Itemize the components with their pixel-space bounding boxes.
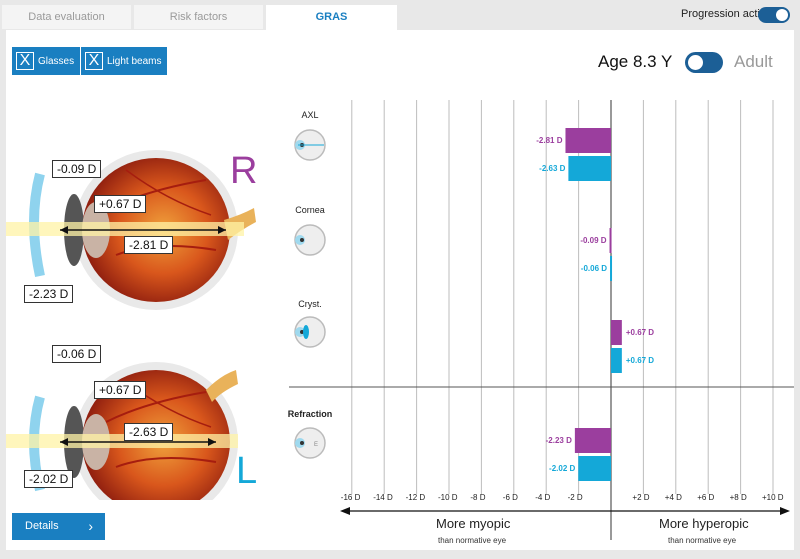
row-label: Cornea [295, 205, 325, 215]
pupil-icon [300, 441, 304, 445]
tab-risk-factors[interactable]: Risk factors [134, 5, 263, 29]
progression-toggle[interactable] [758, 7, 790, 23]
x-tick-label: -10 D [438, 493, 458, 502]
checkbox-icon: X [85, 52, 103, 70]
bar-r [609, 228, 612, 253]
lens-icon [303, 325, 309, 339]
hyperopic-subcaption: than normative eye [668, 536, 737, 545]
row-icons: E [294, 129, 326, 459]
right-axial-value: -2.81 D [124, 236, 174, 254]
x-tick-label: -6 D [502, 493, 518, 502]
chevron-right-icon: › [88, 518, 93, 534]
row-label: AXL [301, 110, 319, 120]
bar-value-label: +0.67 D [625, 356, 655, 365]
toggle-knob [776, 9, 788, 21]
gras-panel: X Glasses X Light beams Age 8.3 Y Adult [6, 30, 794, 550]
tab-bar: Data evaluation Risk factors GRAS Progre… [0, 0, 800, 30]
gras-chart: E [289, 100, 794, 540]
age-label: Age 8.3 Y [598, 52, 673, 71]
tab-gras[interactable]: GRAS [266, 5, 397, 30]
bar-r [565, 128, 611, 153]
tab-data-evaluation[interactable]: Data evaluation [2, 5, 131, 29]
right-cornea-value: -0.09 D [52, 160, 102, 178]
hyperopic-caption: More hyperopic [659, 516, 749, 531]
right-refraction-value: -2.23 D [24, 285, 74, 303]
pupil-icon [300, 238, 304, 242]
adult-label: Adult [734, 52, 773, 71]
checkbox-icon: X [16, 52, 34, 70]
age-adult-toggle[interactable] [685, 52, 723, 73]
x-tick-label: -16 D [340, 493, 361, 502]
bar-value-label: -0.06 D [580, 264, 608, 273]
progression-label: Progression active [681, 8, 772, 20]
x-tick-label: +4 D [664, 493, 682, 502]
light-beams-label: Light beams [107, 55, 162, 67]
bar-l [610, 256, 613, 281]
bar-value-label: -2.81 D [536, 136, 563, 145]
x-tick-label: +6 D [697, 493, 715, 502]
bar-value-label: -2.02 D [549, 464, 576, 473]
details-button[interactable]: Details › [12, 513, 105, 540]
left-refraction-value: -2.02 D [24, 470, 74, 488]
row-label: Refraction [287, 409, 333, 419]
bar-value-label: -2.23 D [545, 436, 572, 445]
bar-l [611, 348, 622, 373]
right-lens-value: +0.67 D [94, 195, 147, 213]
details-label: Details [25, 520, 59, 532]
toggle-knob [688, 55, 703, 70]
chart-bars [565, 128, 622, 481]
left-axial-value: -2.63 D [124, 423, 174, 441]
bar-value-label: +0.67 D [625, 328, 655, 337]
bar-r [611, 320, 622, 345]
light-beams-toggle-button[interactable]: X Light beams [81, 47, 168, 75]
myopic-subcaption: than normative eye [438, 536, 507, 545]
eye-chart-icon: E [314, 442, 318, 448]
x-tick-label: -8 D [470, 493, 486, 502]
x-tick-label: -14 D [373, 493, 393, 502]
pupil-icon [300, 330, 304, 334]
x-tick-label: -12 D [405, 493, 426, 502]
x-tick-label: +8 D [729, 493, 747, 502]
x-tick-label: -4 D [535, 493, 551, 502]
x-tick-label: -2 D [567, 493, 583, 502]
left-cornea-value: -0.06 D [52, 345, 102, 363]
row-label: Cryst. [298, 299, 322, 309]
bar-value-label: -0.09 D [580, 236, 607, 245]
myopic-caption: More myopic [436, 516, 511, 531]
left-eye-letter: L [236, 450, 258, 492]
glasses-label: Glasses [38, 55, 75, 67]
glasses-toggle-button[interactable]: X Glasses [12, 47, 81, 75]
left-lens-value: +0.67 D [94, 381, 147, 399]
axis-arrow-right [780, 507, 790, 515]
bar-r [574, 428, 611, 453]
axis-arrow-left [340, 507, 350, 515]
right-eye-letter: R [230, 150, 258, 192]
x-tick-label: +2 D [632, 493, 650, 502]
bar-l [568, 156, 611, 181]
x-tick-label: +10 D [762, 493, 784, 502]
bar-value-label: -2.63 D [539, 164, 566, 173]
bar-l [578, 456, 611, 481]
